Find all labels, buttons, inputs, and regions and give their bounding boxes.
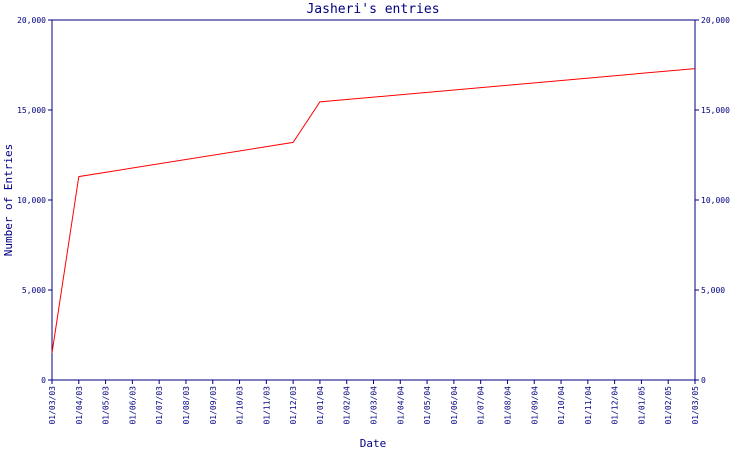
x-tick-label: 01/12/03 [289,386,298,425]
x-tick-label: 01/07/04 [477,386,486,425]
y-tick-label-right: 5,000 [701,286,725,295]
series-line [51,68,696,354]
plot-frame [51,19,696,381]
x-tick-label: 01/03/05 [691,386,700,425]
x-tick-label: 01/05/04 [423,386,432,425]
y-tick-label-right: 15,000 [701,106,730,115]
y-tick-label-right: 0 [701,376,706,385]
x-tick-label: 01/01/04 [316,386,325,425]
x-tick-label: 01/11/04 [584,386,593,425]
x-tick-label: 01/06/04 [450,386,459,425]
chart-title: Jasheri's entries [306,2,439,17]
y-tick-label-right: 20,000 [701,16,730,25]
x-tick-label: 01/10/03 [236,386,245,425]
x-tick-label: 01/01/05 [637,386,646,425]
x-tick-label: 01/08/03 [182,386,191,425]
x-tick-label: 01/06/03 [128,386,137,425]
x-tick-label: 01/04/04 [396,386,405,425]
y-tick-label-left: 0 [41,376,46,385]
x-tick-label: 01/02/04 [343,386,352,425]
y-tick-label-left: 10,000 [17,196,46,205]
x-tick-label: 01/12/04 [611,386,620,425]
x-tick-label: 01/02/05 [664,386,673,425]
x-tick-label: 01/10/04 [557,386,566,425]
y-tick-label-left: 15,000 [17,106,46,115]
x-tick-label: 01/11/03 [262,386,271,425]
x-tick-label: 01/09/04 [530,386,539,425]
x-tick-label: 01/05/03 [102,386,111,425]
x-tick-label: 01/09/03 [209,386,218,425]
y-tick-label-left: 5,000 [22,286,46,295]
x-axis-label: Date [360,437,387,450]
x-tick-label: 01/08/04 [503,386,512,425]
x-tick-label: 01/04/03 [75,386,84,425]
y-axis-label: Number of Entries [2,144,15,257]
x-tick-label: 01/07/03 [155,386,164,425]
plot-area: 0 0 5,000 5,000 10,000 10,000 15,000 15,000 20,0… [17,16,730,425]
y-tick-label-left: 20,000 [17,16,46,25]
y-tick-label-right: 10,000 [701,196,730,205]
x-tick-label: 01/03/03 [48,386,57,425]
x-tick-label: 01/03/04 [370,386,379,425]
